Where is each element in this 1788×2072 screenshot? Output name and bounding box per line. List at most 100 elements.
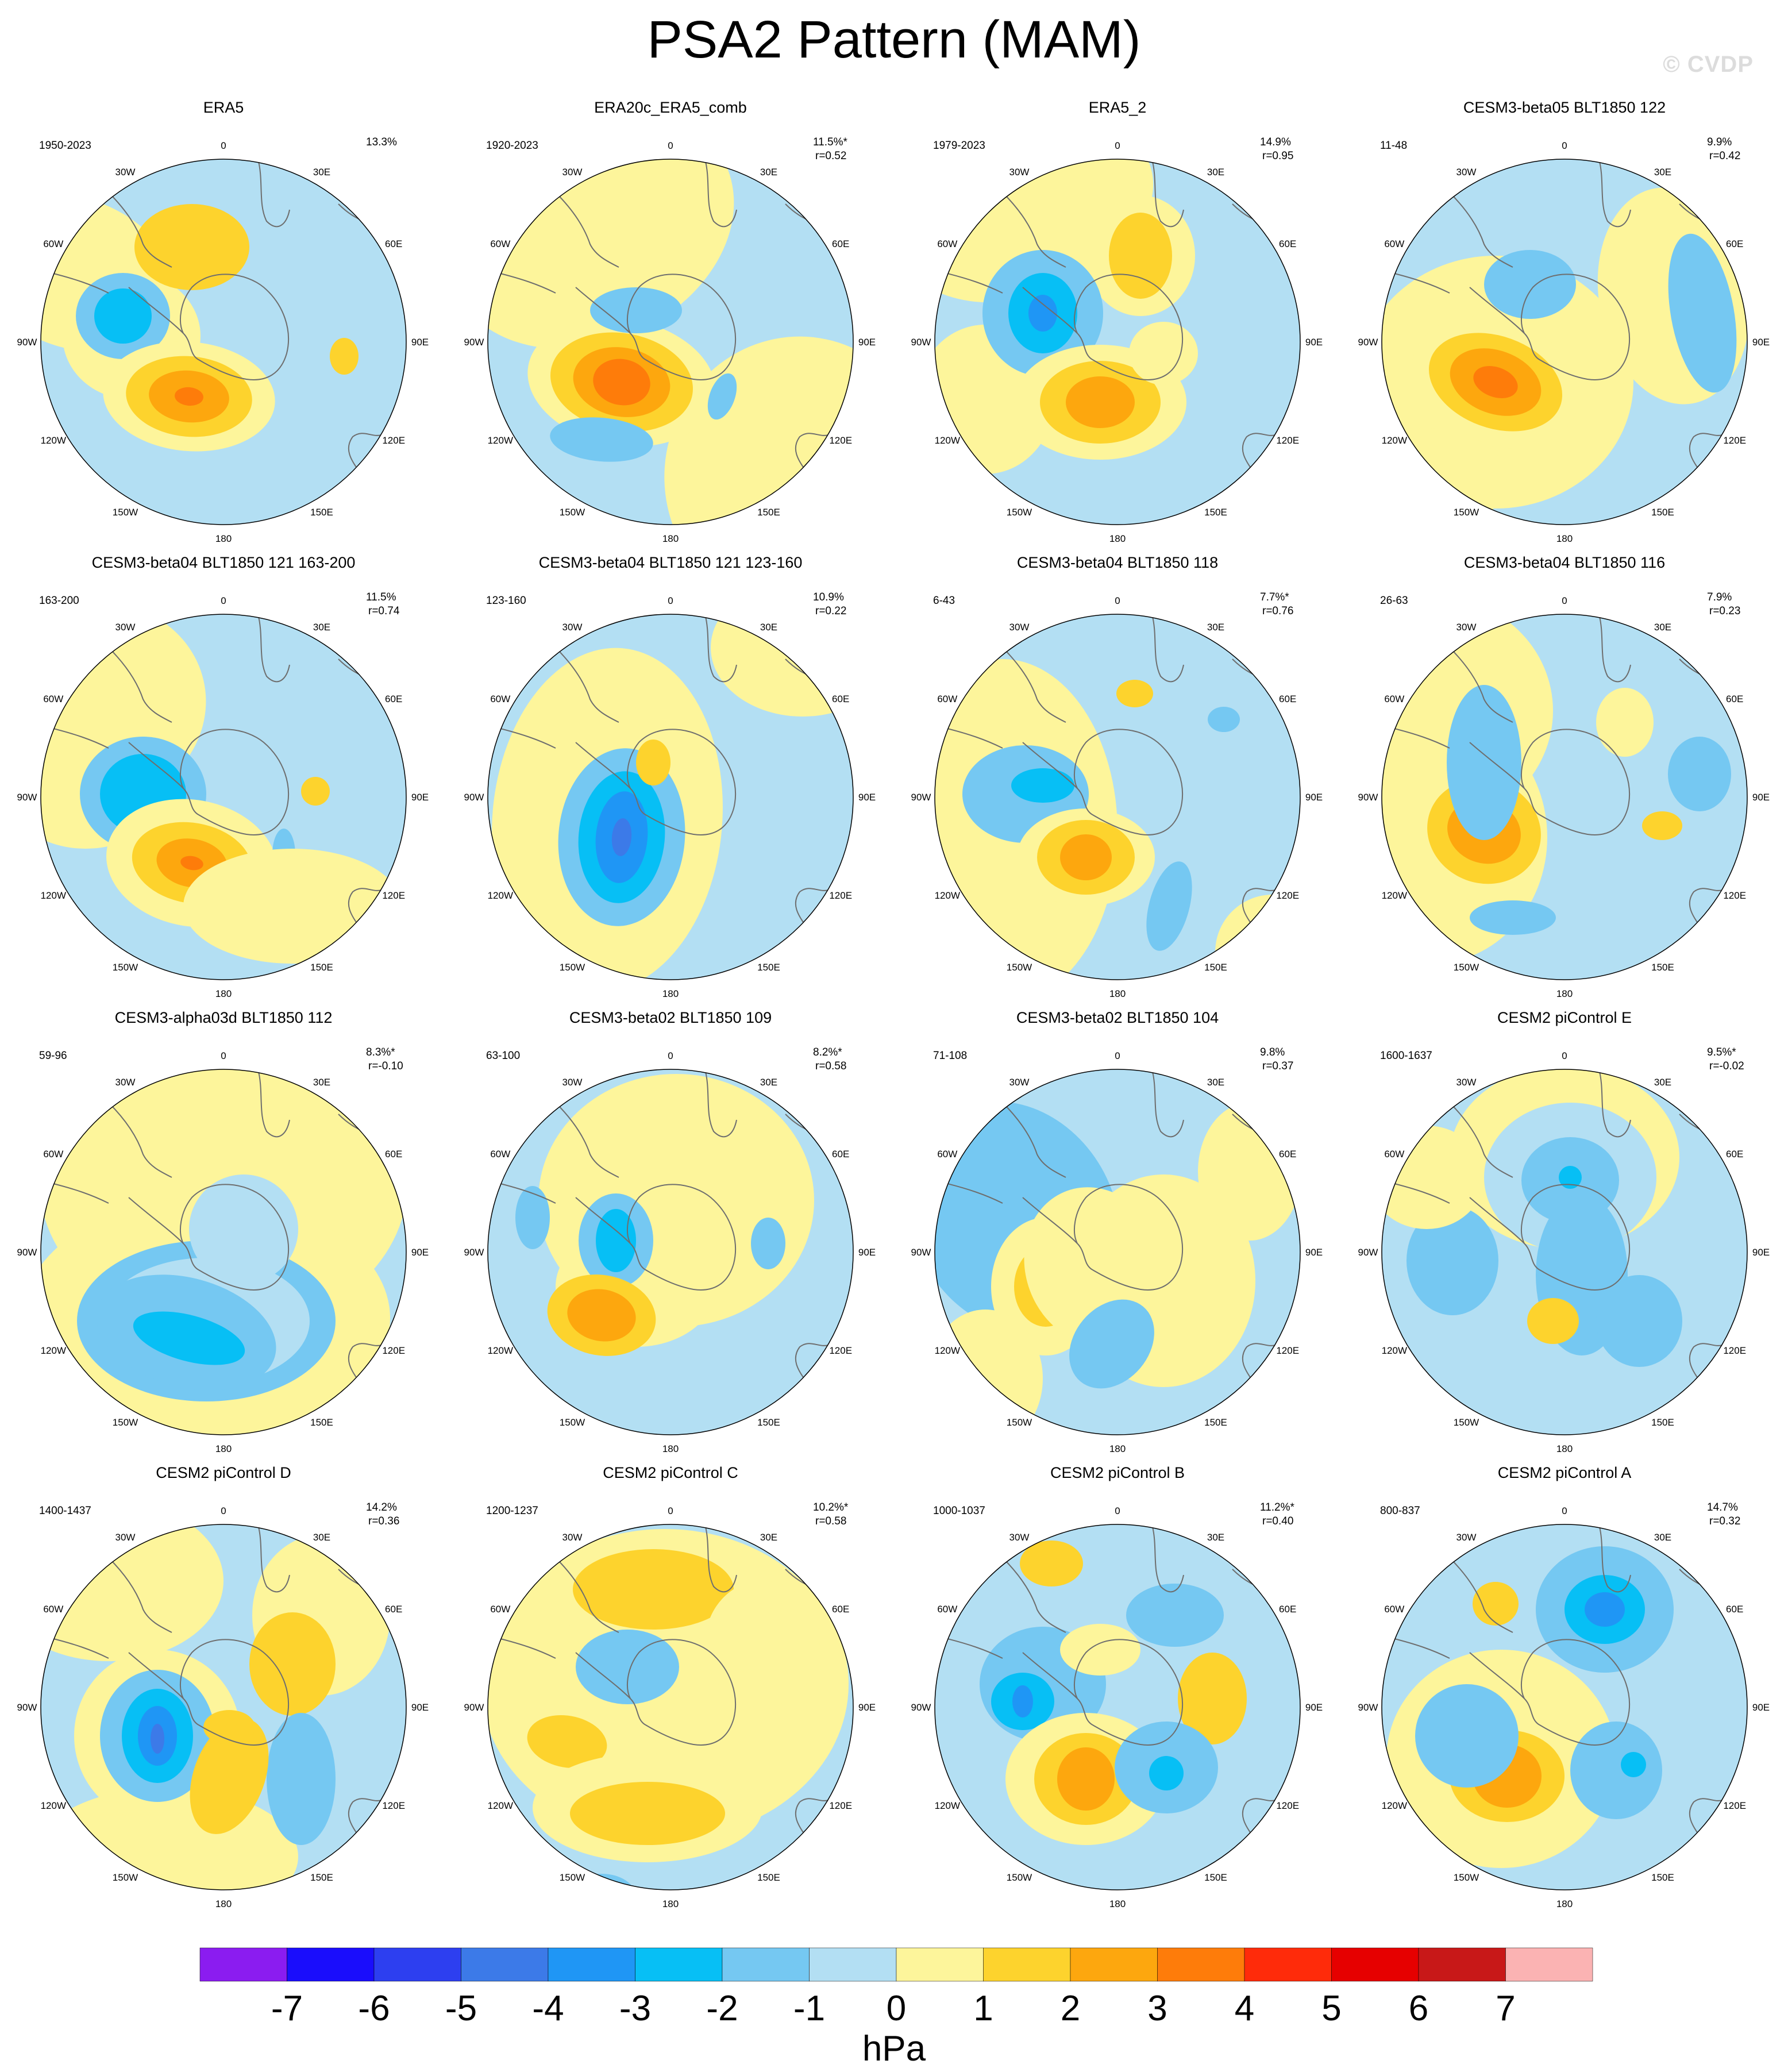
colorbar-tick-label: -7 <box>271 1989 303 2028</box>
variance-percent: 11.5%* <box>813 136 847 148</box>
contour-region <box>190 1718 269 1834</box>
contour-region <box>1028 295 1057 332</box>
longitude-label: 90W <box>911 337 931 348</box>
panel-years: 123-160 <box>486 595 526 607</box>
longitude-label: 120W <box>41 435 66 446</box>
longitude-label: 0 <box>1115 595 1120 606</box>
longitude-label: 90W <box>464 1247 484 1258</box>
longitude-label: 120E <box>829 1345 852 1356</box>
contour-region <box>330 338 359 375</box>
colorbar-tick-label: 0 <box>887 1989 906 2028</box>
panel-title: ERA20c_ERA5_comb <box>594 99 747 116</box>
map-boundary <box>487 159 854 525</box>
longitude-label: 120W <box>41 890 66 901</box>
map-boundary <box>1381 1524 1748 1890</box>
longitude-label: 0 <box>221 1505 226 1516</box>
panel-years: 1000-1037 <box>933 1505 985 1517</box>
longitude-label: 120W <box>41 1345 66 1356</box>
colorbar-swatch <box>548 1947 635 1982</box>
longitude-label: 60W <box>43 1149 63 1160</box>
longitude-label: 120E <box>1276 890 1299 901</box>
contour-region <box>611 818 632 856</box>
coastline <box>498 159 832 475</box>
longitude-label: 60E <box>832 694 849 704</box>
longitude-label: 150W <box>113 1872 138 1883</box>
longitude-label: 180 <box>1109 988 1126 999</box>
longitude-label: 180 <box>1109 533 1126 544</box>
map-boundary <box>40 614 407 980</box>
longitude-label: 0 <box>221 595 226 606</box>
contour-region <box>1116 680 1153 707</box>
longitude-label: 60E <box>385 1604 402 1615</box>
longitude-label: 90W <box>464 1702 484 1713</box>
contour-region <box>550 417 653 462</box>
longitude-label: 90W <box>911 1247 931 1258</box>
colorbar-swatch <box>1331 1947 1419 1982</box>
longitude-label: 0 <box>668 1505 673 1516</box>
colorbar-swatch <box>809 1947 897 1982</box>
pattern-correlation: r=0.95 <box>1262 150 1294 162</box>
panel-years: 71-108 <box>933 1050 968 1062</box>
longitude-label: 0 <box>668 1050 673 1061</box>
longitude-label: 60W <box>937 1149 957 1160</box>
longitude-label: 0 <box>1562 140 1567 151</box>
panel-years: 6-43 <box>933 595 955 607</box>
longitude-label: 120W <box>1382 1345 1407 1356</box>
longitude-label: 150W <box>560 962 585 973</box>
contour-region <box>1066 376 1135 428</box>
panel-years: 1920-2023 <box>486 140 538 152</box>
longitude-label: 30E <box>1207 1077 1224 1088</box>
colorbar-swatch <box>1505 1947 1593 1982</box>
colorbar-tick-label: -5 <box>445 1989 477 2028</box>
colorbar-tick-label: 3 <box>1147 1989 1167 2028</box>
polar-map: 0 30E 60E 90E 120E 150E 180 150W 120W 90W 60W 30W <box>464 595 876 999</box>
variance-percent: 14.2% <box>366 1501 397 1513</box>
contour-region <box>705 1581 820 1707</box>
colorbar-tick-label: -2 <box>706 1989 738 2028</box>
colorbar: -7 -6 -5 -4 -3 -2 -1 0 1 2 3 4 5 6 7 <box>199 1947 1593 2028</box>
longitude-label: 90W <box>911 1702 931 1713</box>
contour-region <box>1415 1684 1519 1788</box>
longitude-label: 180 <box>1556 1443 1573 1454</box>
longitude-label: 180 <box>215 1443 232 1454</box>
longitude-label: 60E <box>832 1604 849 1615</box>
panel-title: CESM2 piControl E <box>1497 1009 1632 1026</box>
longitude-label: 150W <box>113 962 138 973</box>
longitude-label: 30W <box>1456 167 1477 178</box>
colorbar-tick-label: 4 <box>1235 1989 1254 2028</box>
longitude-label: 90W <box>17 337 37 348</box>
longitude-label: 90W <box>911 792 931 803</box>
polar-map: 0 30E 60E 90E 120E 150E 180 150W 120W 90W 60W 30W <box>1358 140 1770 544</box>
coastline <box>945 1069 1279 1385</box>
panel-stats: 7.9% r=0.23 <box>1707 591 1740 618</box>
polar-map: 0 30E 60E 90E 120E 150E 180 150W 120W 90W 60W 30W <box>911 1050 1323 1454</box>
longitude-label: 150W <box>560 1872 585 1883</box>
longitude-label: 30W <box>1009 167 1030 178</box>
colorbar-tick-label: 6 <box>1409 1989 1428 2028</box>
contour-region <box>1642 811 1682 840</box>
map-panel: CESM3-beta02 BLT1850 109 63-100 8.2%* r=0.5… <box>447 1008 894 1462</box>
longitude-label: 60W <box>1384 694 1404 704</box>
contour-region <box>1012 1685 1033 1717</box>
longitude-label: 60E <box>1279 1149 1296 1160</box>
contour-region <box>1109 213 1172 299</box>
longitude-label: 90W <box>1358 337 1378 348</box>
longitude-label: 30E <box>760 1077 777 1088</box>
longitude-label: 90E <box>1305 792 1323 803</box>
variance-percent: 10.9% <box>813 591 844 603</box>
contour-region <box>1570 1721 1662 1819</box>
colorbar-swatch <box>635 1947 723 1982</box>
longitude-label: 0 <box>221 1050 226 1061</box>
longitude-label: 150E <box>1204 962 1227 973</box>
coastline <box>1392 159 1726 475</box>
contour-region <box>249 1612 336 1716</box>
longitude-label: 60W <box>490 238 510 249</box>
panel-years: 1400-1437 <box>39 1505 91 1517</box>
page-title: PSA2 Pattern (MAM) <box>647 10 1141 69</box>
longitude-label: 180 <box>215 988 232 999</box>
contour-region <box>1198 1103 1300 1241</box>
pattern-correlation: r=0.58 <box>815 1060 847 1072</box>
longitude-label: 30E <box>313 167 330 178</box>
contour-region <box>1527 1298 1579 1344</box>
longitude-label: 60E <box>1726 1149 1743 1160</box>
